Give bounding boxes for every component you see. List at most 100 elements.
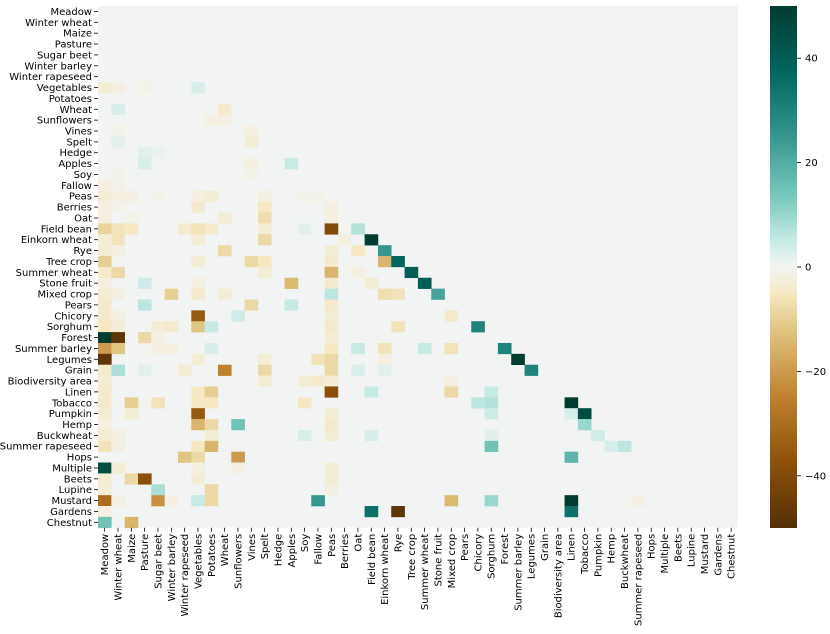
- heatmap-cell: [324, 375, 339, 387]
- heatmap-cell: [137, 82, 152, 94]
- heatmap-cell: [111, 310, 125, 322]
- heatmap-cell: [484, 495, 499, 507]
- heatmap-cell: [177, 451, 192, 463]
- heatmap-cell: [244, 158, 259, 170]
- heatmap-cell: [231, 310, 245, 322]
- heatmap-cell: [324, 321, 339, 333]
- heatmap-cell: [324, 256, 339, 268]
- heatmap-cell: [324, 277, 339, 289]
- heatmap-cell: [284, 277, 299, 289]
- heatmap-cell: [111, 201, 125, 213]
- heatmap-cell: [524, 364, 539, 376]
- x-tick-label: Potatoes: [207, 534, 218, 577]
- x-tick-label: Legumes: [527, 534, 538, 579]
- y-tick-label: Mixed crop: [37, 290, 92, 301]
- heatmap-cell: [111, 223, 125, 235]
- heatmap-cell: [111, 169, 125, 181]
- y-tick-label: Wheat: [60, 105, 93, 116]
- y-tick-label: Soy: [74, 170, 92, 181]
- x-tick-label: Linen: [567, 534, 578, 561]
- heatmap-cell: [191, 288, 205, 300]
- heatmap-cell: [151, 332, 165, 344]
- heatmap-cell: [98, 429, 112, 442]
- heatmap-cell: [257, 190, 272, 202]
- heatmap-cell: [111, 495, 125, 507]
- x-tick-label: Berries: [340, 534, 351, 569]
- x-tick-label: Vines: [247, 534, 258, 561]
- heatmap-cell: [337, 234, 352, 246]
- heatmap-cell: [351, 245, 365, 257]
- heatmap-cell: [124, 516, 139, 529]
- heatmap-cell: [111, 82, 125, 94]
- y-tick-label: Gardens: [50, 507, 92, 518]
- heatmap-cell: [137, 332, 152, 344]
- colorbar: 40 20 0 −20 −40: [770, 6, 826, 528]
- heatmap-cell: [417, 342, 432, 355]
- heatmap-cell: [191, 277, 205, 289]
- heatmap-cell: [137, 299, 152, 311]
- heatmap-cell: [324, 342, 339, 355]
- heatmap-cell: [484, 408, 499, 420]
- heatmap-cell: [311, 353, 325, 366]
- y-tick-label: Linen: [65, 387, 92, 398]
- heatmap-cell: [111, 429, 125, 442]
- x-tick-label: Field bean: [367, 534, 378, 585]
- y-tick-label: Summer barley: [15, 344, 92, 355]
- y-tick-label: Multiple: [52, 463, 92, 474]
- heatmap-cell: [257, 375, 272, 387]
- heatmap-cell: [191, 386, 205, 398]
- heatmap-cell: [151, 190, 165, 202]
- x-tick-label: Meadow: [100, 534, 111, 576]
- heatmap-cell: [98, 386, 112, 398]
- heatmap-cell: [377, 342, 392, 355]
- heatmap-cell: [137, 158, 152, 170]
- heatmap-cell: [284, 158, 299, 170]
- colorbar-tick-label: −20: [805, 367, 826, 378]
- heatmap-cell: [204, 429, 219, 442]
- heatmap-cell: [324, 332, 339, 344]
- y-tick-label: Vines: [65, 127, 92, 138]
- colorbar-tick-label: 0: [805, 263, 811, 274]
- heatmap-cell: [204, 321, 219, 333]
- heatmap-cell: [98, 245, 112, 257]
- heatmap-cell: [111, 179, 125, 192]
- y-tick-label: Lupine: [59, 485, 92, 496]
- heatmap-cell: [164, 342, 179, 355]
- heatmap-cell: [191, 256, 205, 268]
- heatmap-cell: [324, 353, 339, 366]
- heatmap-cell: [204, 342, 219, 355]
- y-tick-label: Vegetables: [37, 83, 92, 94]
- heatmap-cell: [324, 419, 339, 431]
- heatmap-cell: [98, 179, 112, 192]
- heatmap-cell: [564, 397, 579, 409]
- heatmap-cell: [351, 223, 365, 235]
- heatmap-cell: [364, 234, 379, 246]
- heatmap-cell: [137, 473, 152, 485]
- heatmap-cell: [191, 462, 205, 474]
- heatmap-cell: [111, 364, 125, 376]
- heatmap-cell: [137, 147, 152, 159]
- y-tick-label: Berries: [57, 203, 92, 214]
- x-tick-label: Maize: [127, 534, 138, 563]
- heatmap-cell: [324, 201, 339, 213]
- heatmap-cell: [98, 266, 112, 279]
- y-tick-label: Winter rapeseed: [9, 72, 92, 83]
- heatmap-cell: [98, 397, 112, 409]
- heatmap-cell: [364, 506, 379, 518]
- heatmap-cell: [631, 495, 645, 507]
- x-tick-label: Tree crop: [407, 534, 418, 581]
- heatmap-cell: [444, 386, 459, 398]
- heatmap-cell: [111, 332, 125, 344]
- heatmap-cell: [124, 190, 139, 202]
- y-tick-label: Maize: [63, 29, 92, 40]
- heatmap-cell: [204, 190, 219, 202]
- heatmap-cell: [244, 125, 259, 137]
- heatmap-cell: [217, 364, 232, 376]
- heatmap-cell: [151, 147, 165, 159]
- heatmap-cell: [98, 440, 112, 452]
- heatmap-cell: [324, 484, 339, 496]
- x-tick-label: Hops: [647, 534, 658, 559]
- x-tick-label: Stone fruit: [433, 534, 444, 587]
- y-tick-label: Summer wheat: [16, 268, 92, 279]
- heatmap-cell: [351, 342, 365, 355]
